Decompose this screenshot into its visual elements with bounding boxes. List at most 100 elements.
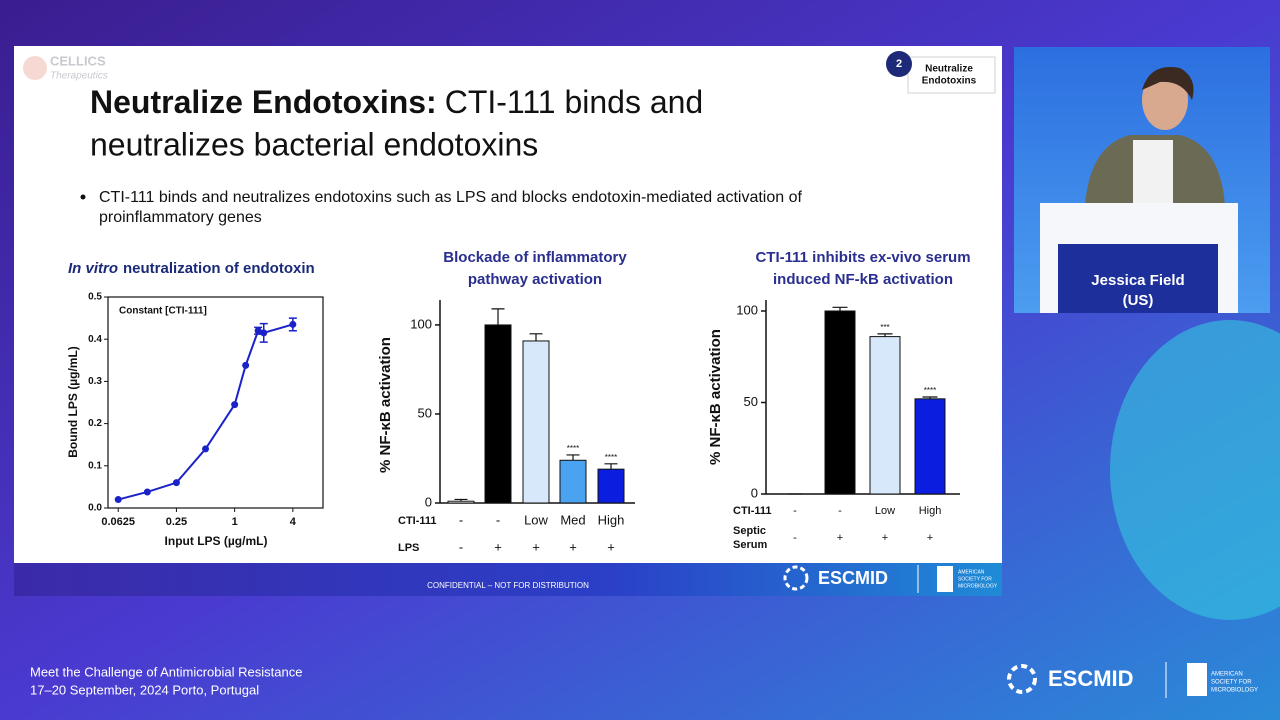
error-bar	[529, 333, 543, 341]
row-cell: Med	[560, 512, 585, 527]
y-tick-label: 0.2	[88, 418, 102, 429]
data-point	[202, 445, 210, 453]
y-tick-label: 0.1	[88, 460, 102, 471]
speaker-country: (US)	[1123, 292, 1154, 309]
speaker-shirt	[1133, 140, 1173, 205]
error-bar	[566, 454, 580, 461]
escmid-icon	[1007, 664, 1037, 694]
name-plate	[1058, 244, 1218, 313]
y-axis-label: Bound LPS (µg/mL)	[66, 346, 80, 458]
escmid-logo: ESCMID	[1048, 666, 1134, 691]
chart-title-italic: In vitro	[68, 260, 118, 277]
x-tick-label: 0.25	[166, 516, 187, 528]
slide-title: Neutralize Endotoxins: CTI-111 binds and	[90, 84, 703, 120]
row-cell: +	[837, 532, 843, 544]
asm-logo: MICROBIOLOGY	[958, 583, 998, 589]
logo-name: CELLICS	[50, 53, 106, 68]
significance: ***	[880, 323, 889, 332]
chart-title: In vitro neutralization of endotoxin	[68, 260, 315, 277]
data-point	[143, 488, 151, 496]
slide-title-text: CTI-111 binds and	[445, 84, 704, 120]
asm-logo: MICROBIOLOGY	[1211, 688, 1258, 694]
confidential: CONFIDENTIAL – NOT FOR DISTRIBUTION	[427, 581, 589, 590]
row-cell: +	[927, 532, 933, 544]
bullet-text: CTI-111 binds and neutralizes endotoxins…	[99, 189, 802, 206]
y-tick-label: 0.3	[88, 376, 102, 387]
badge-number: 2	[896, 58, 902, 70]
chart-title: induced NF-kB activation	[773, 271, 953, 288]
speaker-hair	[1142, 66, 1194, 100]
y-tick-label: 100	[410, 316, 432, 331]
y-tick-label: 50	[418, 405, 432, 420]
asm-icon	[937, 566, 953, 592]
significance: ****	[924, 386, 936, 395]
row-cell: High	[919, 505, 942, 517]
error-bar	[604, 463, 618, 470]
row-cell: +	[532, 539, 540, 554]
y-axis-label: % NF-κB activation	[377, 337, 394, 473]
badge-circle	[886, 51, 912, 77]
logo-icon	[23, 56, 47, 80]
bar	[559, 459, 587, 504]
asm-logo: AMERICAN	[958, 569, 985, 575]
bar	[484, 324, 512, 504]
row-label: Serum	[733, 539, 767, 551]
row-label: CTI-111	[398, 515, 437, 527]
x-axis-label: Input LPS (µg/mL)	[165, 534, 268, 548]
bar	[824, 310, 856, 495]
asm-logo: SOCIETY FOR	[1211, 680, 1252, 686]
row-label: CTI-111	[733, 505, 772, 517]
y-tick-label: 100	[736, 302, 758, 317]
y-tick-label: 0.5	[88, 292, 102, 303]
y-tick-label: 50	[744, 394, 758, 409]
y-axis-label: % NF-κB activation	[707, 329, 724, 465]
error-bar	[491, 308, 505, 325]
event-title: Meet the Challenge of Antimicrobial Resi…	[30, 664, 302, 679]
row-cell: -	[838, 505, 842, 517]
asm-logo: AMERICAN	[1211, 672, 1243, 678]
significance: ****	[605, 453, 617, 462]
bar	[522, 340, 550, 504]
bar	[597, 468, 625, 504]
row-cell: +	[607, 539, 615, 554]
row-label: Septic	[733, 525, 766, 537]
badge-box	[907, 56, 996, 94]
badge-label: Neutralize	[925, 64, 973, 75]
error-bar	[832, 306, 848, 311]
slide-title-bold: Neutralize Endotoxins:	[90, 84, 437, 120]
data-point	[242, 361, 250, 369]
bar	[869, 336, 901, 495]
y-tick-label: 0.4	[88, 334, 102, 345]
row-cell: +	[882, 532, 888, 544]
y-tick-label: 0	[425, 494, 432, 509]
event-dates: 17–20 September, 2024 Porto, Portugal	[30, 682, 259, 697]
badge-label: Endotoxins	[922, 76, 977, 87]
chart-title: Blockade of inflammatory	[443, 249, 627, 266]
chart-title: pathway activation	[468, 271, 602, 288]
row-label: LPS	[398, 542, 419, 554]
row-cell: -	[793, 532, 797, 544]
chart-annotation: Constant [CTI-111]	[119, 306, 207, 317]
row-cell: +	[569, 539, 577, 554]
row-cell: -	[459, 512, 463, 527]
row-cell: -	[496, 512, 500, 527]
escmid-logo: ESCMID	[818, 568, 888, 588]
row-cell: -	[793, 505, 797, 517]
y-tick-label: 0	[751, 485, 758, 500]
bullet-text: proinflammatory genes	[99, 209, 262, 226]
slide-footer	[14, 563, 1002, 596]
escmid-icon	[783, 565, 809, 591]
data-point	[172, 479, 180, 487]
chart-title-text: neutralization of endotoxin	[123, 260, 315, 277]
significance: ****	[567, 444, 579, 453]
slide-title-text: neutralizes bacterial endotoxins	[90, 126, 538, 162]
plot-frame	[107, 296, 324, 509]
x-tick-label: 1	[232, 516, 238, 528]
data-point	[114, 496, 122, 504]
x-tick-label: 4	[290, 516, 297, 528]
y-tick-label: 0.0	[88, 503, 102, 514]
speaker-head	[1142, 70, 1188, 130]
decoration	[1110, 320, 1280, 620]
